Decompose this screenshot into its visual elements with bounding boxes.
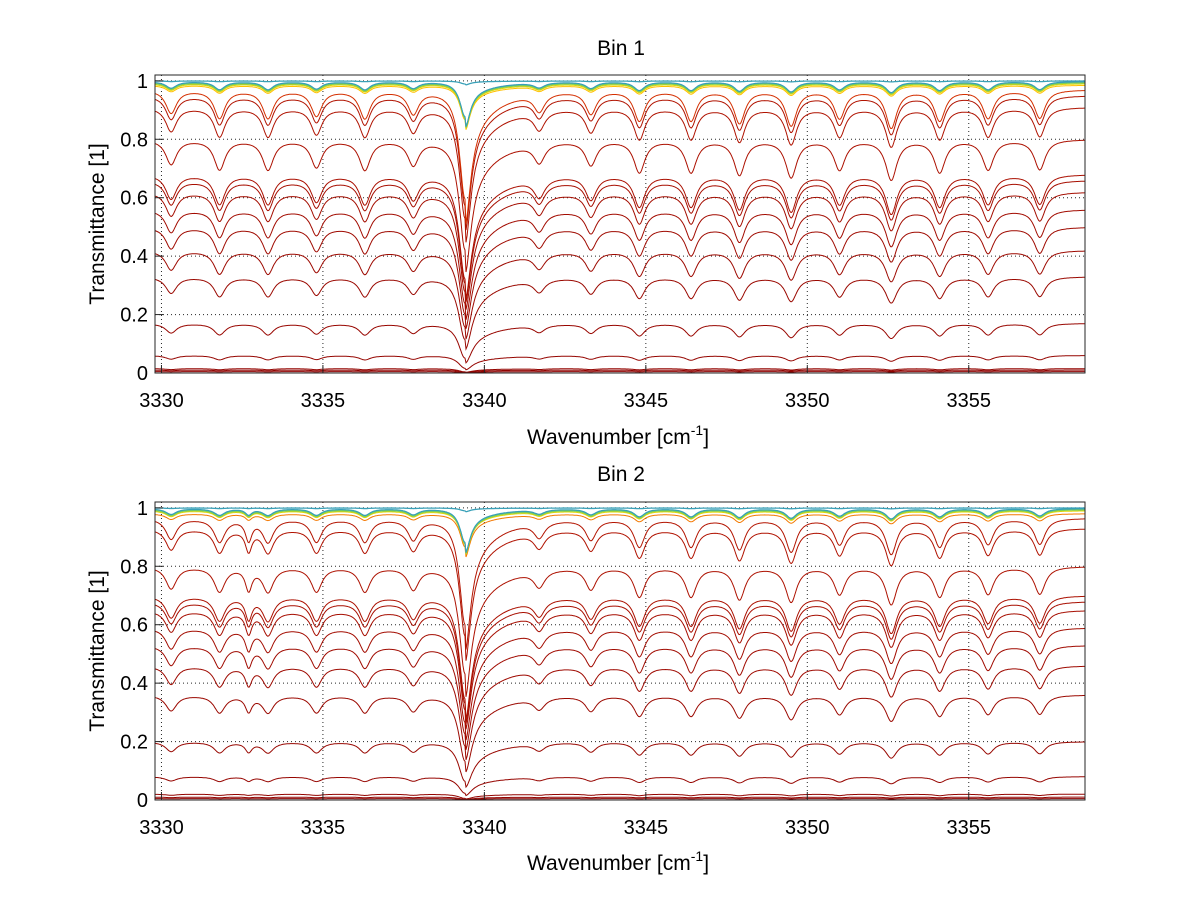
spectrum-line [154,513,1085,558]
spectrum-line [154,209,1086,320]
spectrum-line [155,80,1085,86]
x-tick-label: 3335 [301,390,346,412]
y-tick-label: 0 [137,363,148,385]
y-tick-label: 1 [137,498,148,520]
y-tick-label: 0.2 [120,732,148,754]
spectrum-line [154,509,1085,554]
spectrum-line [154,508,1085,553]
y-tick-label: 0.4 [120,246,148,268]
spectrum-line [154,776,1085,797]
x-tick-label: 3355 [947,390,992,412]
spectrum-line [154,90,1086,224]
spectrum-line [154,741,1085,789]
x-tick-label: 3330 [139,817,184,839]
chart-title: Bin 1 [597,37,645,60]
x-tick-label: 3355 [947,817,992,839]
chart-title: Bin 2 [597,463,645,486]
spectrum-line [154,610,1085,730]
x-tick-label: 3345 [624,390,669,412]
spectrum-line [155,369,1085,374]
spectrum-line [155,796,1085,801]
x-axis-label-text: Wavenumber [cm [527,426,691,449]
spectrum-line [155,793,1085,800]
y-tick-label: 0.2 [120,305,148,327]
spectrum-line [154,276,1085,351]
grid-lines [155,75,1085,374]
spectrum-line [154,695,1085,773]
spectrum-line [155,507,1085,513]
spectrum-line [154,95,1085,231]
y-axis-label: Transmittance [1] [86,570,109,731]
x-axis-label-exponent: -1 [691,848,704,864]
x-axis-label-suffix: ] [703,852,709,875]
x-tick-label: 3350 [785,817,830,839]
spectrum-line [154,645,1085,750]
x-tick-label: 3345 [624,817,669,839]
spectrum-line [154,665,1085,760]
y-tick-label: 1 [137,71,148,93]
spectrum-line [154,323,1085,364]
y-tick-labels: 0 0.2 0.4 0.6 0.8 1 [120,498,163,812]
axes-frame [154,501,1086,801]
y-axis-label: Transmittance [1] [86,143,109,304]
series-group [154,507,1086,801]
x-tick-label: 3330 [139,390,184,412]
spectrum-line [154,518,1085,650]
spectrum-line [154,227,1085,329]
x-tick-label: 3340 [462,817,507,839]
x-tick-label: 3335 [301,817,346,839]
spectrum-line [154,192,1086,310]
x-axis-label: Wavenumber [cm-1] [527,848,709,875]
spectrum-line [155,798,1085,801]
series-group [154,80,1086,374]
spectrum-line [154,628,1085,741]
spectrum-line [154,601,1086,724]
spectrum-line [154,566,1085,697]
spectrum-line [154,528,1085,661]
spectrum-line [155,368,1085,373]
spectrum-line [154,81,1085,127]
y-tick-label: 0.8 [120,556,148,578]
x-tick-labels: 3330 3335 3340 3345 3350 3355 [139,365,991,412]
y-tick-label: 0 [137,790,148,812]
spectrum-line [154,82,1085,128]
y-tick-label: 0.6 [120,188,148,210]
spectrum-line [154,355,1085,371]
spectrum-line [154,83,1085,129]
x-tick-label: 3340 [462,390,507,412]
x-axis-label-exponent: -1 [691,422,704,438]
spectrum-line [154,180,1085,303]
x-axis-label-suffix: ] [703,426,709,449]
x-tick-label: 3350 [785,390,830,412]
spectrum-line [154,510,1085,555]
axes-frame [154,74,1086,374]
y-tick-label: 0.8 [120,129,148,151]
chart-panel-bin-1: Bin 1 0 0.2 0.4 0.6 0.8 1 3330 3335 3340 3345 335… [86,37,1086,449]
spectrum-line [154,595,1085,720]
spectrum-line [154,174,1086,299]
spectrum-line [154,250,1085,340]
y-tick-label: 0.6 [120,615,148,637]
y-tick-labels: 0 0.2 0.4 0.6 0.8 1 [120,71,163,385]
x-tick-labels: 3330 3335 3340 3345 3350 3355 [139,792,991,839]
x-axis-label-text: Wavenumber [cm [527,852,691,875]
x-axis-label: Wavenumber [cm-1] [527,422,709,449]
spectrum-line [154,139,1085,273]
spectrum-line [155,371,1085,374]
chart-panel-bin-2: Bin 2 0 0.2 0.4 0.6 0.8 1 3330 3335 3340 3345 335… [86,463,1086,875]
spectrum-line [154,107,1085,243]
spectrum-line [154,85,1085,130]
y-tick-label: 0.4 [120,673,148,695]
